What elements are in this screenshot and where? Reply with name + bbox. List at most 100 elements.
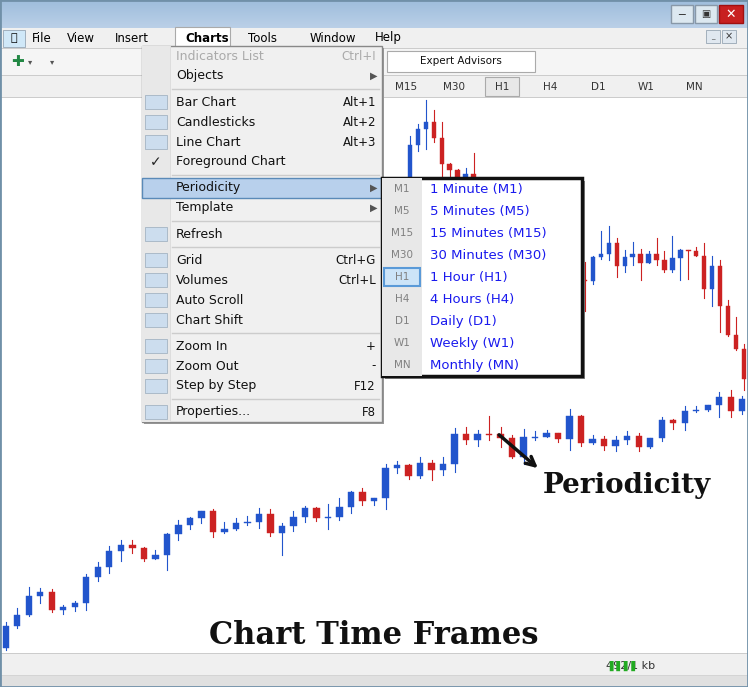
Bar bbox=[647, 438, 653, 447]
Text: Alt+2: Alt+2 bbox=[343, 115, 376, 128]
Bar bbox=[509, 438, 515, 458]
Bar bbox=[532, 436, 539, 438]
Text: Weekly (W1): Weekly (W1) bbox=[430, 337, 515, 350]
Bar bbox=[0, 14, 748, 15]
Bar bbox=[589, 439, 596, 443]
Text: Tools: Tools bbox=[248, 32, 277, 45]
Text: W1: W1 bbox=[637, 82, 654, 92]
Bar bbox=[106, 551, 112, 567]
Bar bbox=[0, 8, 748, 9]
Bar bbox=[145, 313, 167, 327]
Text: Periodicity: Periodicity bbox=[176, 181, 242, 194]
Bar bbox=[382, 178, 582, 376]
Bar bbox=[607, 243, 611, 254]
Text: 492/1 kb: 492/1 kb bbox=[606, 661, 655, 671]
Bar bbox=[0, 7, 748, 8]
Text: F8: F8 bbox=[362, 405, 376, 418]
Bar bbox=[474, 434, 481, 440]
Bar bbox=[142, 178, 382, 198]
Bar bbox=[0, 1, 748, 2]
Bar bbox=[693, 410, 699, 412]
Bar bbox=[601, 439, 607, 445]
Bar bbox=[387, 51, 535, 72]
Text: Chart Shift: Chart Shift bbox=[176, 313, 243, 326]
Bar bbox=[670, 258, 675, 270]
Bar bbox=[0, 75, 748, 76]
Text: Charts: Charts bbox=[185, 32, 229, 45]
Bar bbox=[646, 254, 651, 262]
Bar bbox=[670, 420, 676, 423]
Bar bbox=[710, 267, 714, 289]
Bar bbox=[631, 254, 635, 257]
Bar bbox=[734, 335, 738, 349]
Bar bbox=[0, 25, 748, 26]
Bar bbox=[497, 434, 503, 438]
Bar bbox=[72, 603, 78, 607]
Bar bbox=[0, 18, 748, 19]
Bar bbox=[145, 115, 167, 129]
Bar bbox=[145, 95, 167, 109]
Bar bbox=[145, 379, 167, 393]
Bar bbox=[301, 508, 308, 517]
Bar bbox=[519, 223, 524, 233]
Bar bbox=[423, 122, 428, 129]
Bar bbox=[716, 397, 723, 405]
Text: Alt+3: Alt+3 bbox=[343, 135, 376, 148]
Bar bbox=[60, 607, 67, 610]
Bar bbox=[0, 22, 748, 23]
Bar bbox=[2, 627, 9, 649]
Bar bbox=[392, 236, 396, 250]
Bar bbox=[170, 46, 171, 422]
Bar bbox=[671, 5, 693, 23]
Text: ▐▐▐▐: ▐▐▐▐ bbox=[605, 661, 635, 671]
Text: MN: MN bbox=[393, 360, 411, 370]
Bar bbox=[511, 212, 515, 233]
Text: ✚: ✚ bbox=[12, 54, 25, 69]
Bar bbox=[566, 416, 573, 438]
Bar bbox=[37, 592, 43, 596]
Bar bbox=[451, 433, 458, 464]
Bar bbox=[144, 48, 384, 424]
Text: 5 Minutes (M5): 5 Minutes (M5) bbox=[430, 205, 530, 218]
Bar bbox=[662, 260, 666, 270]
Text: -: - bbox=[372, 359, 376, 372]
Text: 1 Minute (M1): 1 Minute (M1) bbox=[430, 183, 523, 196]
Text: H4: H4 bbox=[395, 294, 409, 304]
Bar bbox=[543, 203, 548, 212]
Bar bbox=[175, 526, 182, 534]
Bar bbox=[0, 24, 748, 25]
Text: H4: H4 bbox=[543, 82, 557, 92]
Bar bbox=[408, 146, 412, 191]
Bar bbox=[567, 260, 571, 262]
Bar bbox=[394, 465, 400, 468]
Bar bbox=[559, 226, 563, 260]
Bar bbox=[583, 280, 587, 281]
Bar bbox=[0, 5, 748, 6]
Bar bbox=[0, 48, 748, 49]
Bar bbox=[0, 9, 748, 10]
Bar bbox=[142, 46, 382, 422]
Text: Step by Step: Step by Step bbox=[176, 379, 257, 392]
Bar bbox=[145, 405, 167, 419]
Bar bbox=[141, 548, 147, 559]
Bar bbox=[654, 254, 659, 260]
Bar bbox=[0, 28, 748, 48]
Bar bbox=[3, 30, 25, 47]
Bar bbox=[142, 46, 170, 422]
Bar bbox=[555, 433, 561, 438]
Bar bbox=[0, 19, 748, 20]
Bar bbox=[152, 555, 159, 559]
Bar bbox=[495, 210, 500, 216]
Bar bbox=[464, 174, 468, 185]
Text: Volumes: Volumes bbox=[176, 273, 229, 286]
Bar bbox=[187, 518, 193, 526]
Text: ✕: ✕ bbox=[726, 8, 736, 21]
Text: Window: Window bbox=[310, 32, 357, 45]
Bar bbox=[325, 517, 331, 519]
Text: MN: MN bbox=[686, 82, 702, 92]
Bar bbox=[0, 97, 748, 98]
Bar bbox=[479, 192, 484, 222]
Text: 📊: 📊 bbox=[10, 34, 17, 43]
Bar bbox=[0, 653, 748, 687]
Bar bbox=[0, 28, 748, 29]
